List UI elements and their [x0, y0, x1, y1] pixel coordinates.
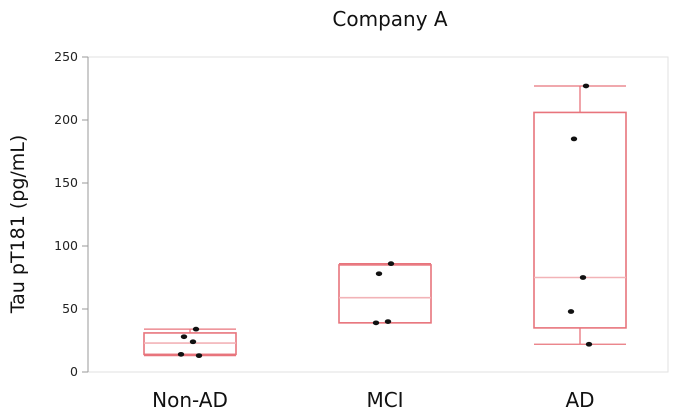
chart-title: Company A: [332, 7, 448, 31]
data-point: [582, 83, 590, 89]
x-tick-label: AD: [565, 388, 594, 412]
data-point: [384, 319, 392, 324]
data-point: [180, 334, 188, 340]
box-series: [143, 83, 627, 359]
data-point: [567, 309, 575, 314]
data-point: [375, 271, 383, 277]
data-point: [195, 353, 203, 359]
data-point: [387, 261, 395, 267]
box-group: [338, 261, 432, 326]
y-tick-label: 50: [62, 301, 78, 316]
y-tick-label: 100: [54, 238, 78, 253]
iqr-box: [338, 264, 432, 324]
data-point: [579, 275, 587, 280]
y-tick-label: 200: [54, 112, 78, 127]
data-point: [585, 341, 593, 347]
x-tick-label: Non-AD: [152, 388, 228, 412]
data-point: [570, 136, 578, 142]
data-point: [192, 326, 200, 332]
y-tick-label: 150: [54, 175, 78, 190]
plot-frame: [87, 56, 669, 373]
iqr-box: [533, 111, 627, 329]
y-axis-label: Tau pT181 (pg/mL): [7, 135, 29, 315]
box-group: [143, 326, 237, 359]
data-point: [189, 339, 197, 345]
y-tick-label: 250: [54, 49, 78, 64]
x-tick-label: MCI: [366, 388, 403, 412]
x-axis-ticks: Non-AD MCI AD: [152, 388, 594, 412]
data-point: [372, 320, 380, 326]
y-axis-ticks: 0 50 100 150 200 250: [54, 49, 88, 379]
box-group: [533, 83, 627, 347]
data-point: [177, 351, 185, 357]
y-tick-label: 0: [70, 364, 78, 379]
